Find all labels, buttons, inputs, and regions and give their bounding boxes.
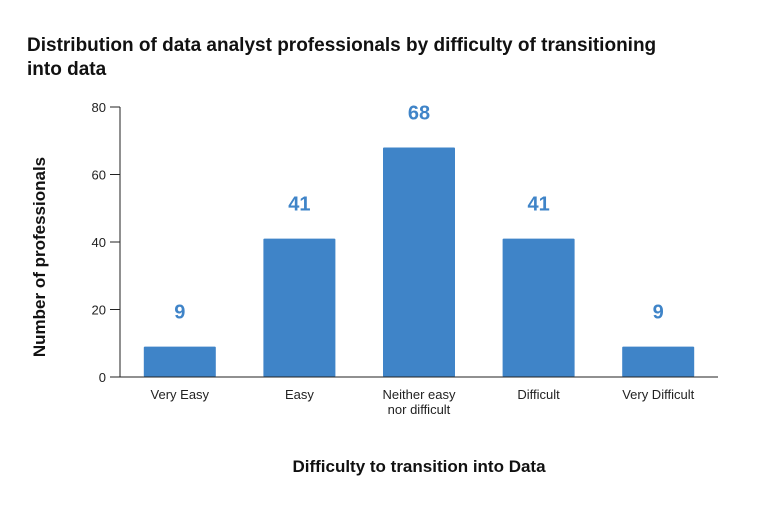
bar xyxy=(502,238,575,377)
data-label: 9 xyxy=(653,302,664,324)
y-tick-label: 80 xyxy=(92,100,106,115)
data-label: 41 xyxy=(527,194,549,216)
y-tick-label: 60 xyxy=(92,168,106,183)
data-label: 68 xyxy=(408,103,430,125)
x-tick-label: Very Difficult xyxy=(622,387,694,402)
bar xyxy=(143,346,216,377)
y-tick-label: 0 xyxy=(99,370,106,385)
bar xyxy=(383,147,455,377)
bars-layer xyxy=(143,147,695,377)
bar xyxy=(263,238,336,377)
y-tick-label: 40 xyxy=(92,235,106,250)
y-tick-label: 20 xyxy=(92,303,106,318)
y-axis-title: Number of professionals xyxy=(30,157,49,357)
x-axis-title: Difficulty to transition into Data xyxy=(292,457,546,476)
data-label: 9 xyxy=(174,302,185,324)
x-tick-label: Difficult xyxy=(517,387,560,402)
axes-layer: 0 20 40 60 80 xyxy=(92,100,718,385)
bar xyxy=(622,346,695,377)
x-tick-label: Very Easy xyxy=(151,387,210,402)
x-tick-label: nor difficult xyxy=(388,402,451,417)
chart-title: Distribution of data analyst professiona… xyxy=(27,35,657,80)
x-tick-label: Easy xyxy=(285,387,314,402)
x-tick-label: Neither easy xyxy=(383,387,456,402)
data-label: 41 xyxy=(288,194,310,216)
